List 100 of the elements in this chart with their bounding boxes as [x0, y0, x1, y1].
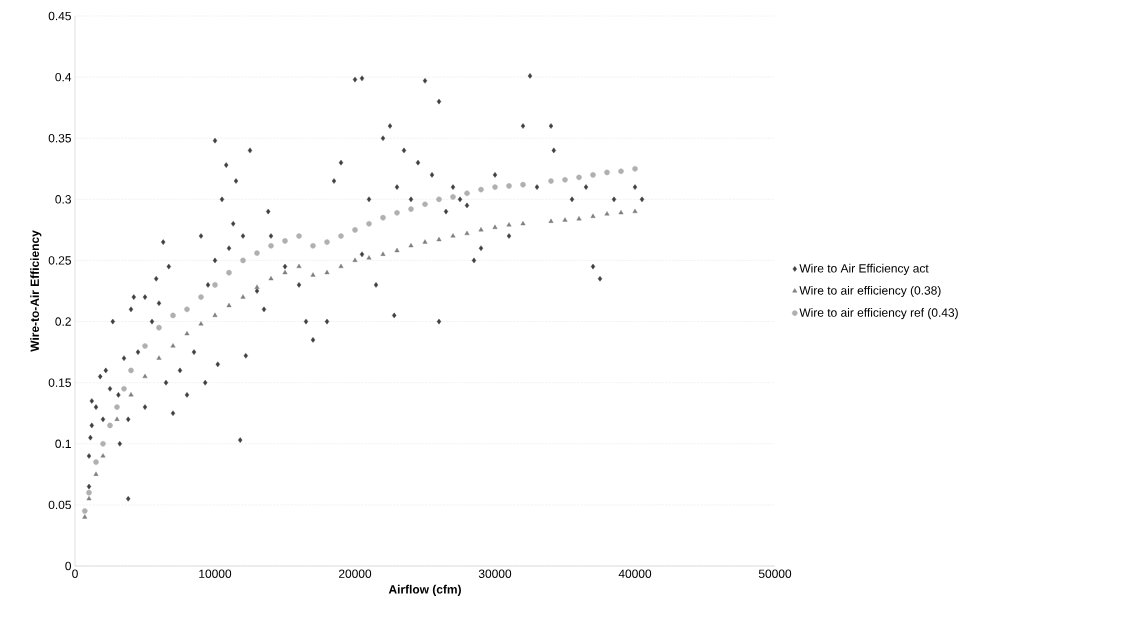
- point: [464, 190, 470, 197]
- x-tick-label: 20000: [338, 569, 372, 578]
- y-tick-label: 0.3: [55, 195, 71, 204]
- y-tick-label: 0.4: [55, 72, 72, 82]
- point: [464, 230, 470, 236]
- point: [282, 269, 288, 275]
- point: [82, 508, 88, 514]
- point: [86, 495, 92, 501]
- point: [352, 227, 358, 233]
- point: [121, 385, 127, 392]
- point: [184, 330, 190, 336]
- x-tick-label: 40000: [618, 569, 652, 578]
- y-tick-label: 0.2: [55, 317, 71, 326]
- point: [436, 236, 442, 242]
- point: [422, 201, 428, 208]
- point: [184, 306, 190, 313]
- point: [198, 294, 204, 300]
- point: [618, 209, 624, 215]
- point: [254, 284, 260, 289]
- point: [114, 416, 120, 421]
- point: [478, 227, 484, 232]
- point: [170, 343, 176, 348]
- point: [156, 324, 162, 331]
- point: [324, 269, 330, 275]
- x-tick-label: 10000: [199, 569, 232, 578]
- x-tick-label: 30000: [478, 569, 512, 578]
- point: [212, 282, 218, 288]
- point: [380, 251, 386, 256]
- point: [310, 272, 316, 277]
- point: [394, 247, 400, 253]
- point: [604, 211, 610, 216]
- point: [93, 459, 99, 465]
- point: [366, 255, 372, 260]
- point: [93, 471, 99, 476]
- point: [450, 194, 456, 200]
- point: [114, 404, 120, 410]
- point: [548, 178, 554, 184]
- point: [296, 233, 302, 239]
- y-tick-label: 0.45: [48, 11, 71, 21]
- point: [156, 355, 162, 360]
- point: [254, 250, 260, 256]
- y-axis-title: Wire-to-Air Efficiency: [30, 230, 42, 352]
- point: [338, 233, 344, 239]
- point: [618, 168, 624, 175]
- point: [590, 172, 596, 178]
- point: [590, 213, 596, 218]
- point: [562, 176, 568, 183]
- point: [310, 242, 316, 249]
- point: [170, 312, 176, 319]
- y-tick-label: 0.1: [55, 439, 71, 448]
- x-tick-label: 0: [72, 569, 78, 578]
- point: [366, 220, 372, 227]
- x-tick-label: 50000: [758, 569, 792, 578]
- x-axis-title: Airflow (cfm): [388, 584, 461, 596]
- point: [100, 440, 106, 447]
- legend-label: Wire to air efficiency (0.38): [799, 285, 941, 298]
- point: [604, 169, 610, 176]
- point: [450, 233, 456, 238]
- point: [478, 186, 484, 193]
- point: [338, 263, 344, 269]
- point: [296, 263, 302, 269]
- point: [520, 220, 526, 226]
- point: [408, 206, 414, 212]
- point: [576, 174, 582, 181]
- point: [198, 321, 204, 326]
- point: [128, 392, 134, 397]
- point: [240, 257, 246, 264]
- point: [226, 302, 232, 308]
- point: [268, 275, 274, 281]
- point: [86, 489, 92, 496]
- point: [212, 312, 218, 317]
- y-tick-label: 0.35: [48, 133, 71, 143]
- point: [240, 294, 246, 299]
- point: [506, 222, 512, 227]
- point: [632, 208, 638, 214]
- point: [548, 218, 554, 223]
- point: [422, 239, 428, 244]
- point: [576, 216, 582, 221]
- point: [394, 209, 400, 216]
- legend-label: Wire to air efficiency ref (0.43): [799, 308, 958, 320]
- y-tick-label: 0.05: [48, 500, 71, 510]
- point: [492, 224, 498, 229]
- point: [324, 239, 330, 245]
- point: [107, 422, 113, 429]
- point: [352, 257, 358, 262]
- point: [408, 242, 414, 248]
- point: [520, 181, 526, 188]
- point: [632, 165, 638, 172]
- point: [436, 196, 442, 203]
- point: [282, 238, 288, 244]
- point: [506, 183, 512, 189]
- point: [380, 214, 386, 221]
- point: [562, 217, 568, 222]
- point: [142, 373, 148, 379]
- point: [268, 242, 274, 249]
- point: [226, 269, 232, 276]
- point: [142, 343, 148, 349]
- y-tick-label: 0: [65, 561, 72, 571]
- point: [492, 184, 498, 190]
- point: [128, 367, 134, 374]
